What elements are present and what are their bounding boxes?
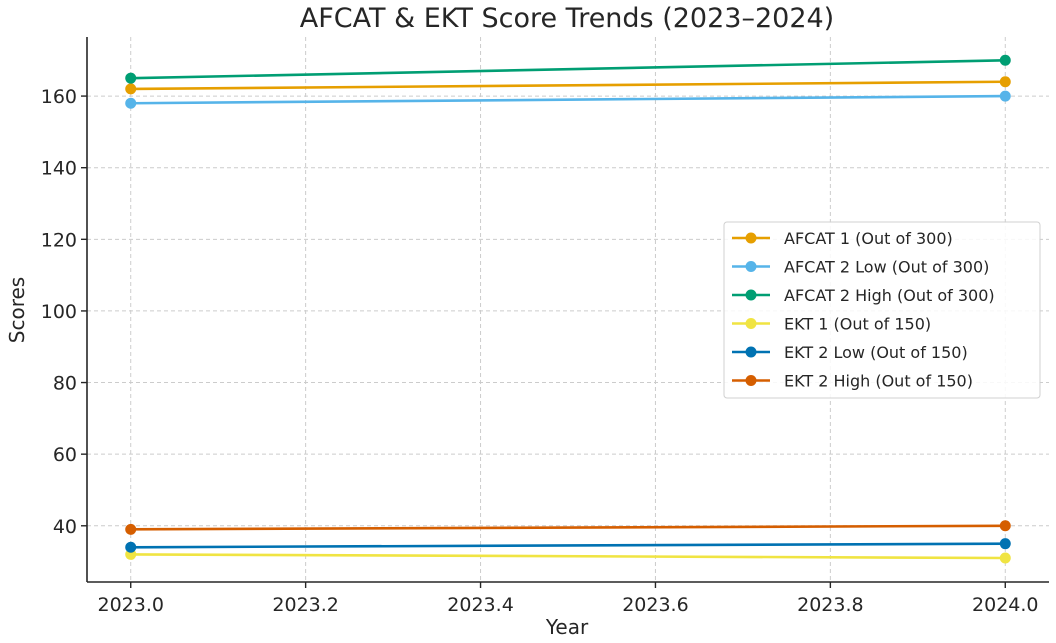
y-tick-label: 40 — [53, 516, 77, 538]
x-tick-label: 2024.0 — [972, 594, 1038, 616]
y-tick-label: 160 — [41, 86, 77, 108]
series-line — [130, 524, 1006, 531]
data-point — [999, 538, 1011, 550]
y-tick-label: 60 — [53, 444, 77, 466]
series-line — [130, 542, 1006, 549]
legend-label: AFCAT 2 High (Out of 300) — [784, 286, 995, 305]
y-tick-label: 80 — [53, 373, 77, 395]
legend-marker — [745, 232, 757, 244]
legend-label: EKT 2 Low (Out of 150) — [784, 343, 968, 362]
data-point — [999, 54, 1011, 66]
series-line — [130, 80, 1006, 91]
series-line — [130, 553, 1006, 560]
series-line — [130, 94, 1006, 105]
data-point — [125, 523, 137, 535]
legend-box — [723, 221, 1041, 399]
legend-marker — [745, 261, 757, 272]
y-tick-label: 100 — [41, 301, 77, 323]
legend-marker — [745, 375, 757, 386]
legend-label: AFCAT 1 (Out of 300) — [784, 229, 953, 248]
series-group — [125, 54, 1011, 564]
y-tick-label: 140 — [41, 158, 77, 180]
series-line — [130, 58, 1006, 80]
data-point — [125, 541, 137, 553]
x-tick-label: 2023.2 — [272, 594, 338, 616]
data-point — [999, 90, 1011, 102]
legend-label: AFCAT 2 Low (Out of 300) — [784, 258, 989, 277]
data-point — [125, 97, 137, 109]
data-point — [999, 552, 1011, 564]
ticks: 2023.0 2023.2 2023.4 2023.6 2023.8 2024.0 40 60… — [41, 86, 1039, 616]
legend: AFCAT 1 (Out of 300) AFCAT 2 Low (Out of … — [723, 221, 1041, 399]
y-axis-label: Scores — [5, 277, 29, 343]
data-point — [999, 520, 1011, 532]
legend-label: EKT 2 High (Out of 150) — [784, 372, 973, 391]
x-tick-label: 2023.6 — [622, 594, 688, 616]
x-tick-label: 2023.4 — [447, 594, 513, 616]
legend-marker — [745, 289, 757, 301]
x-axis-label: Year — [545, 615, 589, 639]
data-point — [125, 72, 137, 84]
legend-label: EKT 1 (Out of 150) — [784, 315, 931, 334]
y-tick-label: 120 — [41, 229, 77, 251]
legend-marker — [745, 318, 757, 329]
data-point — [999, 76, 1011, 88]
chart-title: AFCAT & EKT Score Trends (2023–2024) — [300, 3, 834, 34]
legend-marker — [745, 346, 757, 358]
data-point — [125, 83, 137, 95]
x-tick-label: 2023.8 — [797, 594, 863, 616]
x-tick-label: 2023.0 — [97, 594, 163, 616]
